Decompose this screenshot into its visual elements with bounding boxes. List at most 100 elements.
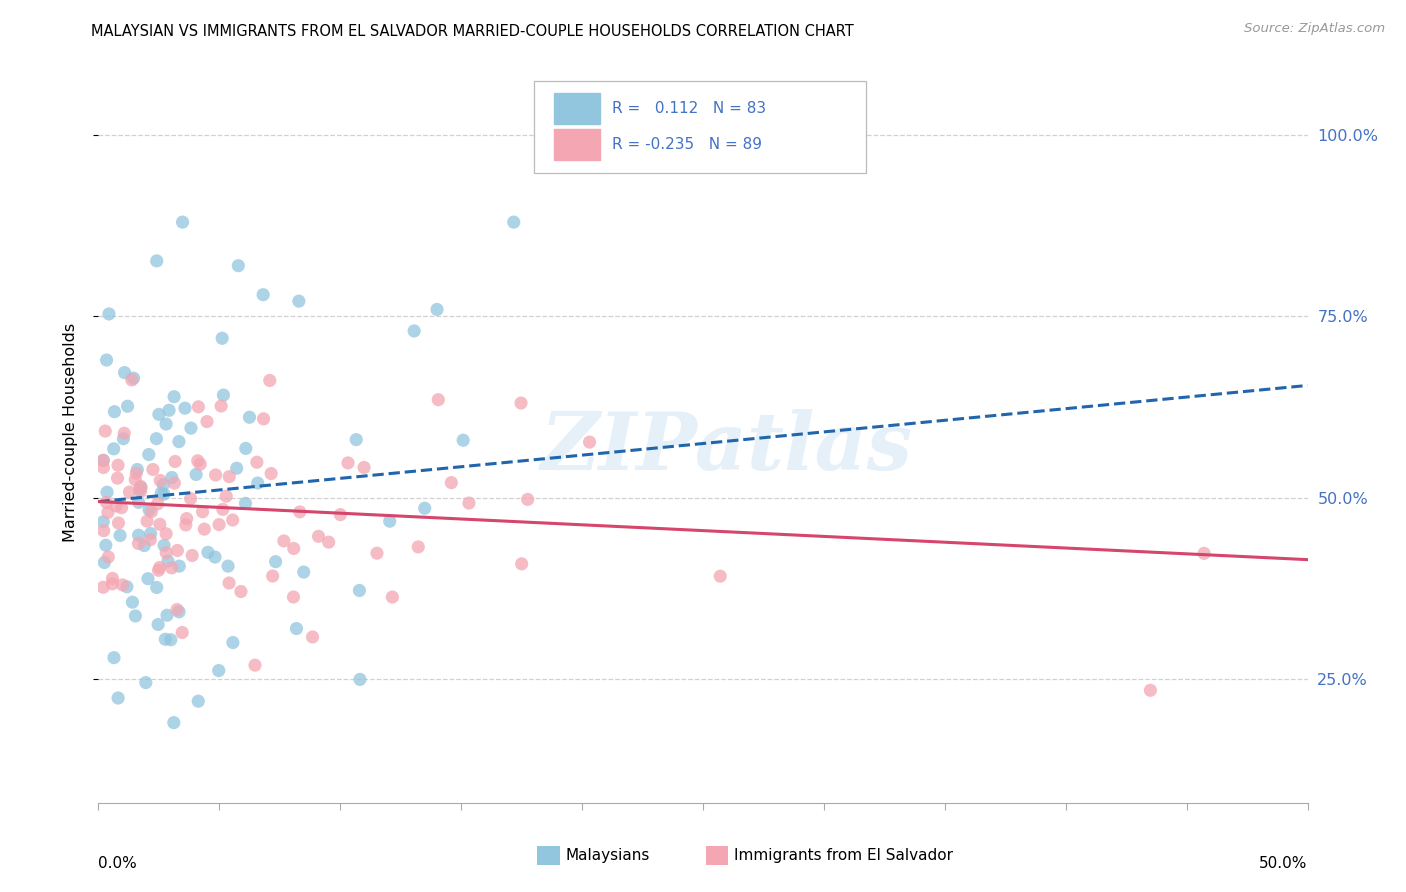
Point — [155, 546, 177, 560]
Point — [336, 456, 359, 470]
Point — [157, 403, 180, 417]
Point — [344, 433, 367, 447]
Point — [163, 715, 186, 730]
Point — [155, 417, 177, 431]
Point — [96, 353, 118, 368]
Point — [211, 502, 233, 516]
Point — [252, 287, 274, 301]
Point — [378, 514, 401, 528]
Point — [135, 675, 157, 690]
Point — [288, 294, 311, 309]
Point — [208, 664, 231, 678]
Bar — [554, 93, 600, 124]
Text: 0.0%: 0.0% — [98, 856, 138, 871]
Point — [145, 432, 167, 446]
Point — [150, 486, 173, 500]
Point — [273, 533, 295, 548]
Point — [180, 421, 202, 435]
Point — [451, 434, 474, 448]
Point — [149, 517, 172, 532]
Point — [107, 471, 129, 485]
Point — [139, 526, 162, 541]
Point — [145, 581, 167, 595]
Point — [155, 632, 177, 647]
Point — [146, 617, 169, 632]
Point — [246, 476, 269, 491]
Point — [211, 331, 233, 345]
Point — [107, 516, 129, 530]
Point — [413, 501, 436, 516]
Point — [215, 489, 238, 503]
Point — [308, 529, 330, 543]
Point — [118, 485, 141, 500]
Point — [149, 474, 172, 488]
Point — [238, 410, 260, 425]
Point — [285, 622, 308, 636]
Point — [134, 539, 156, 553]
Point — [426, 302, 449, 317]
Point — [406, 540, 429, 554]
Point — [129, 480, 152, 494]
Point — [91, 453, 114, 467]
Point — [197, 545, 219, 559]
Point — [91, 453, 114, 467]
Point — [124, 609, 146, 624]
Point — [1192, 546, 1215, 560]
Point — [246, 455, 269, 469]
Point — [166, 543, 188, 558]
Point — [128, 528, 150, 542]
Text: R = -0.235   N = 89: R = -0.235 N = 89 — [613, 137, 762, 153]
Point — [148, 408, 170, 422]
Point — [167, 605, 190, 619]
Point — [112, 432, 135, 446]
Point — [180, 491, 202, 506]
Point — [121, 595, 143, 609]
Point — [187, 400, 209, 414]
Point — [138, 448, 160, 462]
Point — [93, 556, 115, 570]
Point — [104, 499, 127, 513]
Point — [160, 561, 183, 575]
Point — [163, 476, 186, 491]
Point — [117, 399, 139, 413]
Point — [136, 514, 159, 528]
Point — [288, 505, 311, 519]
Point — [96, 495, 118, 509]
Point — [166, 602, 188, 616]
Point — [218, 469, 240, 483]
Point — [195, 415, 218, 429]
Point — [163, 390, 186, 404]
Point — [349, 673, 371, 687]
Point — [141, 505, 163, 519]
Point — [94, 424, 117, 438]
Point — [114, 366, 136, 380]
Point — [188, 457, 211, 471]
Point — [148, 563, 170, 577]
Point — [191, 505, 214, 519]
Point — [91, 515, 114, 529]
Point — [115, 580, 138, 594]
Text: Source: ZipAtlas.com: Source: ZipAtlas.com — [1244, 22, 1385, 35]
Point — [502, 215, 524, 229]
Point — [1139, 683, 1161, 698]
Point — [440, 475, 463, 490]
Point — [97, 307, 120, 321]
Point — [229, 584, 252, 599]
Point — [156, 554, 179, 568]
Text: R =   0.112   N = 83: R = 0.112 N = 83 — [613, 101, 766, 116]
Point — [283, 541, 305, 556]
Point — [101, 577, 124, 591]
Point — [172, 215, 194, 229]
Point — [235, 442, 257, 456]
Point — [252, 412, 274, 426]
Point — [128, 495, 150, 509]
Point — [96, 485, 118, 500]
Point — [153, 487, 176, 501]
Point — [127, 536, 149, 550]
Bar — [554, 129, 600, 161]
Point — [516, 492, 538, 507]
Point — [292, 565, 315, 579]
Point — [329, 508, 352, 522]
Point — [136, 572, 159, 586]
Point — [156, 608, 179, 623]
